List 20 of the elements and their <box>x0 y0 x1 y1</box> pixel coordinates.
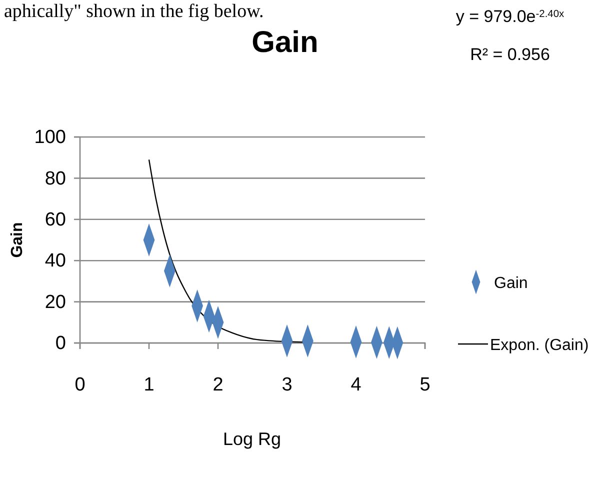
text: aphically" shown in the fig below. <box>4 1 264 22</box>
y-tick-label: 40 <box>44 250 66 272</box>
x-tick-label: 3 <box>282 374 292 396</box>
legend-label: Gain <box>494 275 528 292</box>
x-tick-label: 4 <box>350 374 362 396</box>
y-tick-label: 60 <box>44 209 66 230</box>
x-axis-title: Log Rg <box>222 429 282 449</box>
y-axis-title: Gain <box>9 222 26 258</box>
legend-label: Expon. (Gain) <box>490 337 589 354</box>
x-tick-label: 5 <box>420 374 430 396</box>
y-tick-label: 20 <box>44 292 66 313</box>
text: R² = 0.956 <box>470 45 550 64</box>
x-tick-label: 1 <box>144 374 154 396</box>
y-tick-label: 0 <box>55 333 66 354</box>
y-tick-label: 100 <box>34 127 66 148</box>
text: y = 979.0e$^{-2.40x}$ <box>456 7 564 26</box>
chart-title: Gain <box>252 26 318 59</box>
x-tick-label: 0 <box>74 374 86 396</box>
y-tick-label: 80 <box>44 168 66 190</box>
x-tick-label: 2 <box>212 374 224 396</box>
